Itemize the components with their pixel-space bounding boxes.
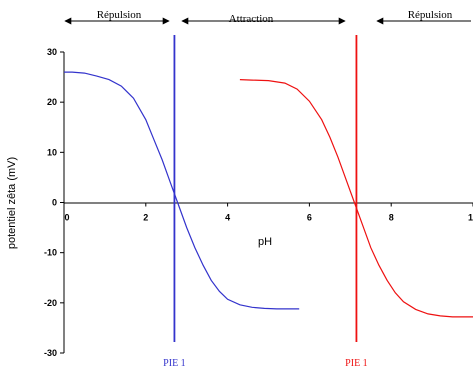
y-tick-label: -20 [44,298,57,308]
series-layer [64,71,473,318]
pie-lines: PIE 1 PIE 1 [163,35,368,369]
y-tick-label: 0 [52,198,57,208]
x-axis-title: pH [258,236,272,248]
y-tick-label: 20 [47,97,57,107]
region-label-attraction: Attraction [229,13,274,25]
region-annotations: Répulsion Attraction Répulsion [64,9,471,25]
y-tick-label: 10 [47,147,57,157]
x-tick-label: 0 [64,213,69,223]
y-tick-label: -30 [44,348,57,358]
pie-label-2: PIE 1 [345,358,368,369]
region-label-repulsion-right: Répulsion [408,9,453,21]
x-tick-label: 10 [468,213,473,223]
y-tick-label: 30 [47,47,57,57]
x-tick-label: 8 [389,213,394,223]
y-tick-label: -10 [44,248,57,258]
series-line-1 [64,71,300,310]
series-line-2 [239,79,473,318]
x-ticks: 0 2 4 6 8 10 [63,202,473,223]
axes [63,52,473,353]
x-tick-label: 6 [307,213,312,223]
y-axis-title: potentiel zêta (mV) [6,157,18,249]
pie-label-1: PIE 1 [163,358,186,369]
y-ticks: -30 -20 -10 0 10 20 30 [44,47,64,358]
region-label-repulsion-left: Répulsion [97,9,142,21]
x-tick-label: 4 [225,213,230,223]
x-tick-label: 2 [143,213,148,223]
